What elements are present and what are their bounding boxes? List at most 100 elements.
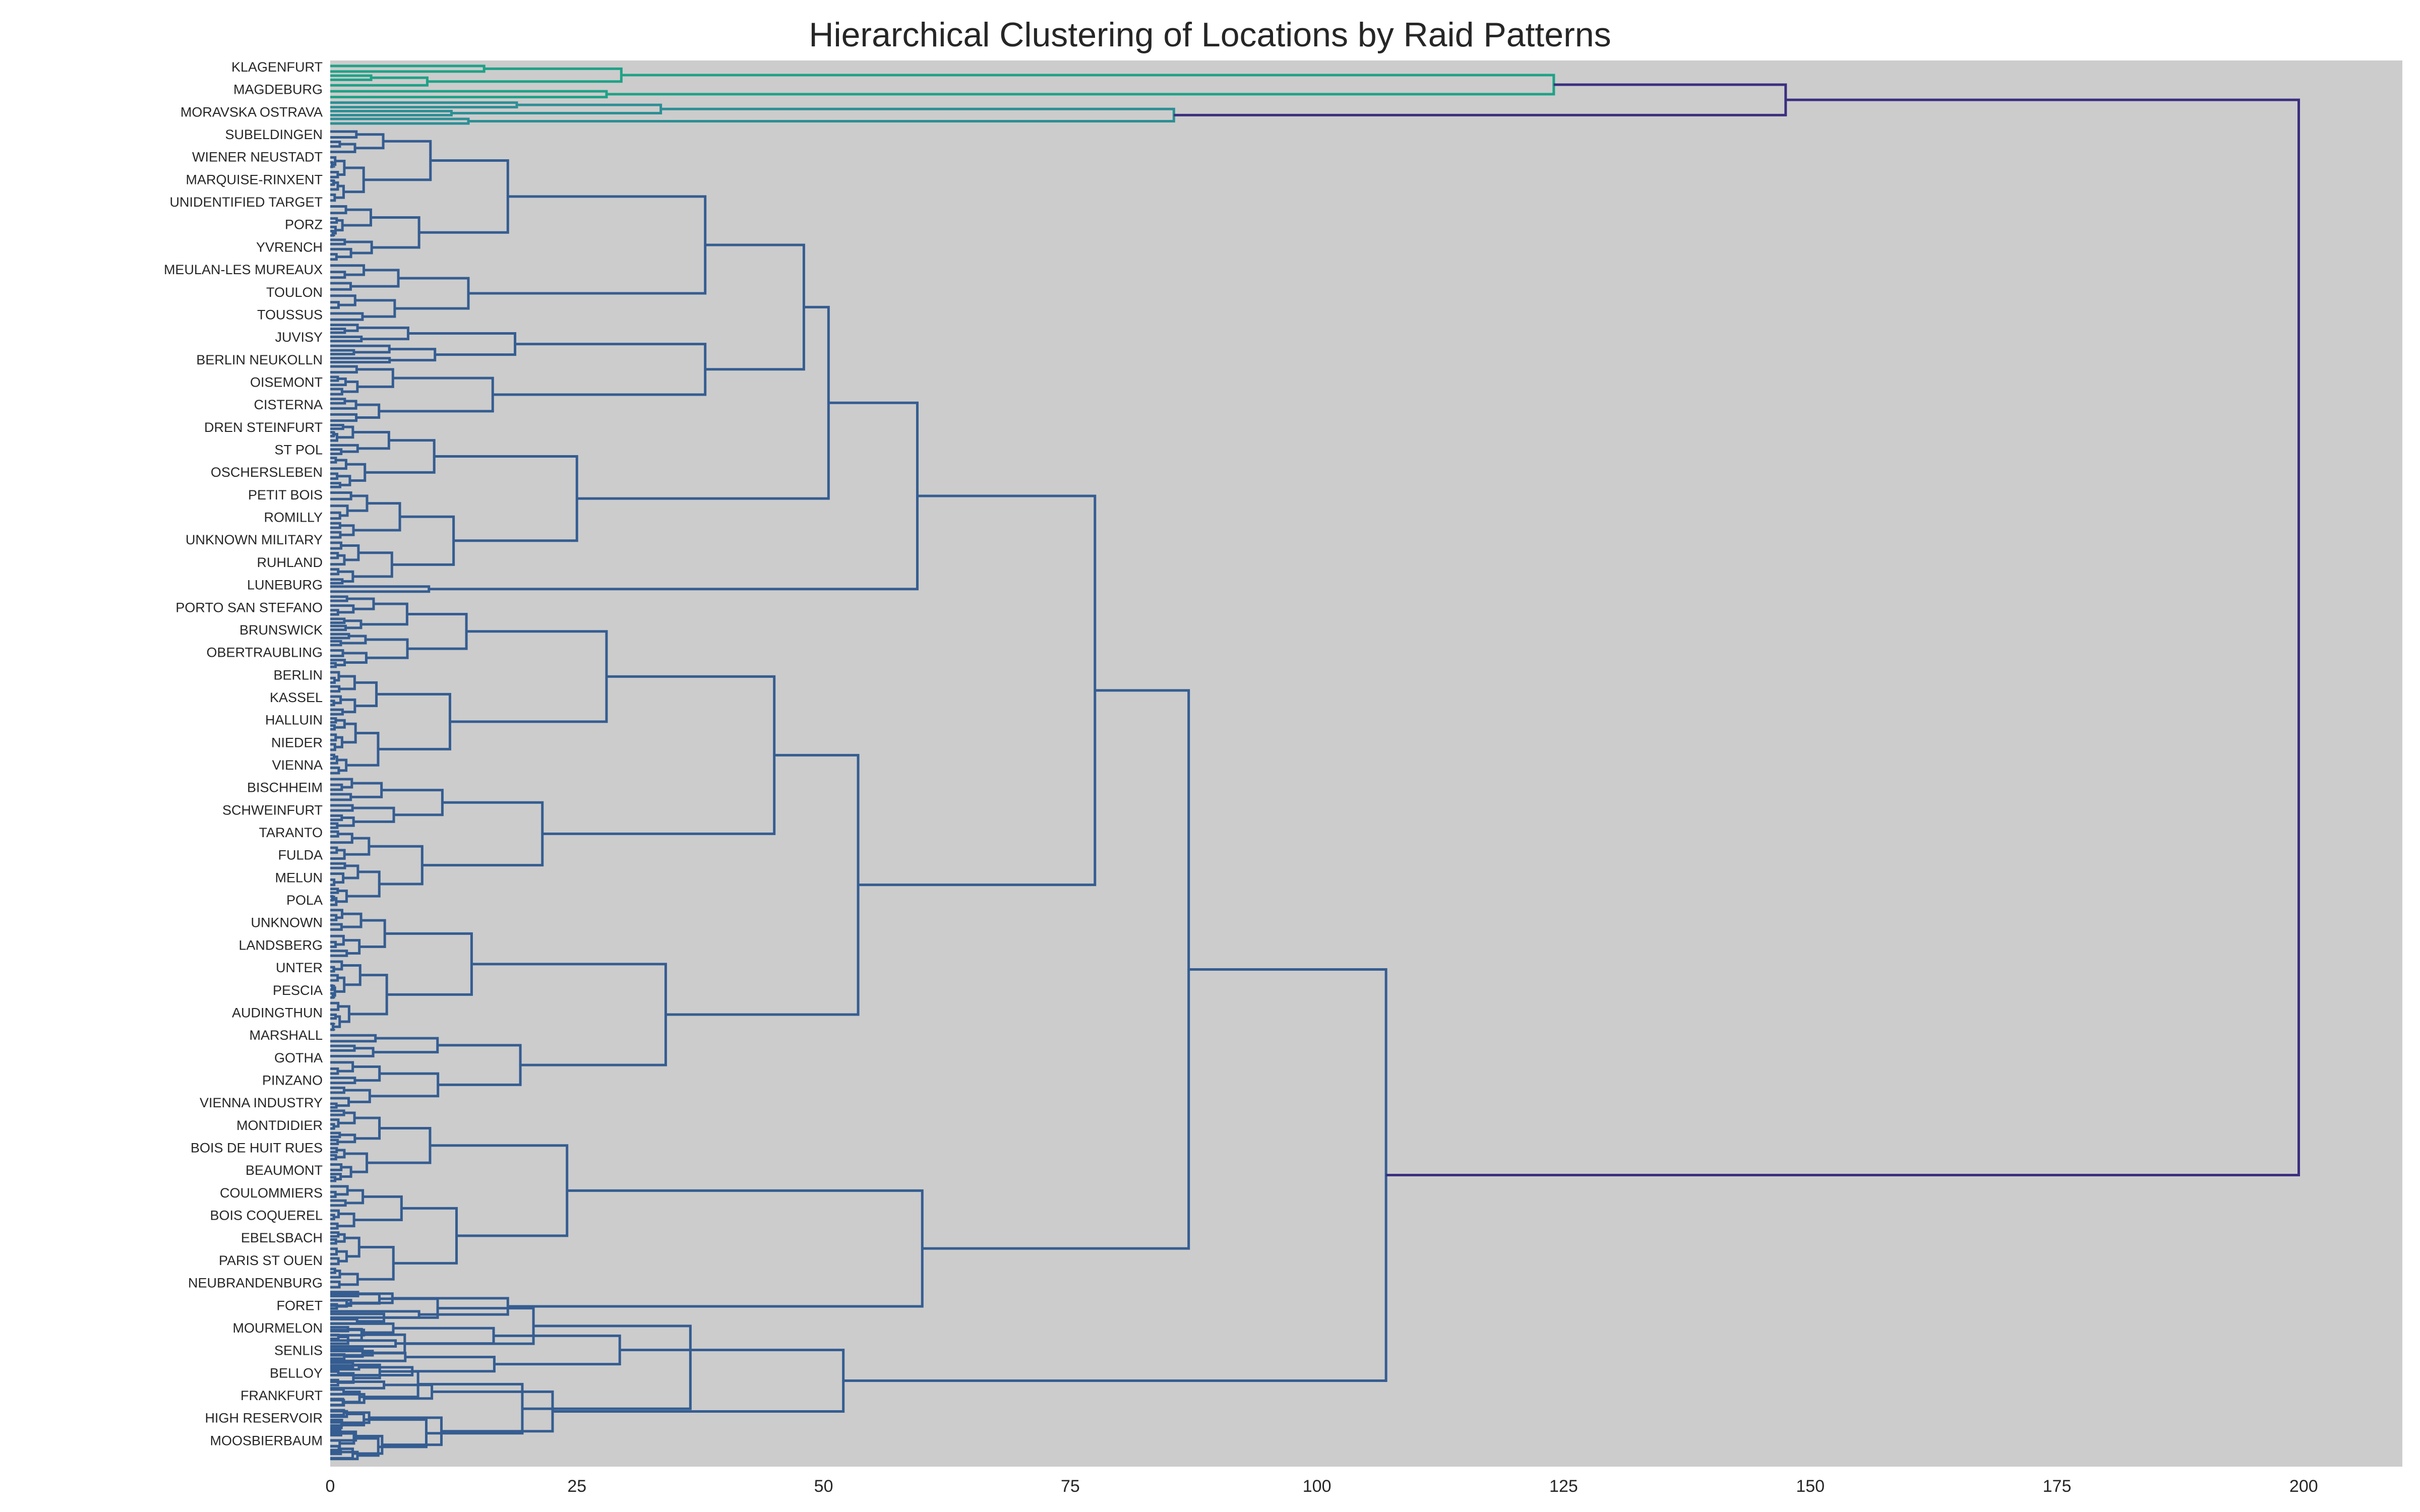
dendrogram-link [330, 413, 358, 422]
dendrogram-link [342, 381, 359, 393]
dendrogram-link [330, 312, 364, 321]
dendrogram-link [408, 332, 517, 356]
dendrogram-link [330, 1430, 357, 1442]
dendrogram-link [330, 1109, 345, 1116]
dendrogram-link [330, 793, 352, 801]
dendrogram-link [343, 166, 365, 194]
leaf-label: MOURMELON [232, 1320, 323, 1336]
leaf-label: BERLIN NEUKOLLN [196, 352, 323, 367]
leaf-label: OSCHERSLEBEN [211, 465, 323, 480]
leaf-label: JUVISY [275, 330, 323, 345]
dendrogram-link [330, 1322, 395, 1334]
dendrogram-link [344, 1236, 360, 1258]
dendrogram-link [330, 1061, 354, 1073]
dendrogram-link [359, 919, 386, 949]
dendrogram-link [330, 1077, 356, 1085]
leaf-label: PORZ [285, 217, 323, 232]
dendrogram-link [338, 570, 354, 583]
leaf-label: BOIS DE HUIT RUES [191, 1141, 323, 1156]
leaf-label: MAGDEBURG [233, 82, 323, 97]
leaf-label: TARANTO [259, 825, 323, 840]
leaf-label: VIENNA INDUSTRY [200, 1095, 323, 1110]
dendrogram-link [522, 1325, 692, 1410]
dendrogram-link [393, 1207, 458, 1265]
leaf-label: UNKNOWN [251, 915, 323, 930]
leaf-label: BISCHHEIM [247, 780, 323, 795]
dendrogram-link [352, 430, 390, 450]
chart-title: Hierarchical Clustering of Locations by … [809, 16, 1611, 54]
leaf-label: FULDA [278, 848, 323, 863]
leaf-label: POLA [286, 893, 323, 908]
leaf-label: FRANKFURT [240, 1388, 323, 1403]
dendrogram-link [330, 444, 359, 453]
leaf-label: WIENER NEUSTADT [192, 150, 323, 165]
leaf-label: TOUSSUS [257, 307, 323, 322]
dendrogram-link [330, 659, 346, 666]
dendrogram-link [330, 109, 453, 116]
dendrogram-link [340, 635, 367, 645]
dendrogram-link [330, 960, 343, 971]
dendrogram-link [330, 1044, 356, 1052]
dendrogram-link [339, 1432, 355, 1445]
leaf-label: GOTHA [274, 1050, 323, 1065]
leaf-label: MARQUISE-RINXENT [186, 172, 323, 187]
dendrogram-link [330, 1366, 414, 1376]
dendrogram-link [922, 689, 1190, 1250]
leaf-stubs [330, 65, 351, 1460]
dendrogram-link [330, 617, 346, 624]
leaf-label: TOULON [266, 285, 323, 300]
leaf-label: MOOSBIERBAUM [210, 1433, 323, 1448]
dendrogram-link [341, 1413, 366, 1427]
leaf-labels: KLAGENFURT MAGDEBURG MORAVSKA OSTRAVA SUBEL… [164, 59, 323, 1448]
leaf-label: VIENNA [272, 758, 323, 773]
leaf-label: NIEDER [271, 735, 323, 750]
x-axis: 0 25 50 75 100 125 150 175 200 [326, 1477, 2318, 1496]
dendrogram-links [330, 65, 2300, 1461]
x-tick-label: 150 [1796, 1477, 1825, 1496]
dendrogram-link [381, 789, 444, 816]
dendrogram-link [339, 1273, 359, 1286]
dendrogram-link [336, 890, 348, 903]
dendrogram-link [330, 365, 358, 374]
plot-area [330, 60, 2402, 1467]
dendrogram-link [334, 719, 346, 729]
leaf-label: KLAGENFURT [231, 59, 323, 75]
dendrogram-link [330, 950, 348, 957]
dendrogram-link [330, 1352, 407, 1362]
leaf-label: MELUN [275, 870, 323, 885]
dendrogram-link [330, 398, 346, 405]
dendrogram-link [357, 326, 409, 341]
dendrogram-link [357, 1246, 395, 1281]
dendrogram-link [364, 1418, 428, 1448]
dendrogram-link [347, 597, 375, 610]
dendrogram-link [330, 271, 346, 279]
x-tick-label: 100 [1303, 1477, 1332, 1496]
dendrogram-link [367, 1126, 432, 1164]
dendrogram-link [666, 753, 860, 1016]
dendrogram-link [430, 1144, 569, 1237]
leaf-label: UNTER [276, 960, 323, 975]
leaf-label: PETIT BOIS [248, 487, 323, 502]
leaf-label: CISTERNA [254, 397, 323, 412]
x-tick-label: 175 [2043, 1477, 2072, 1496]
dendrogram-link [330, 624, 347, 632]
dendrogram-link [379, 376, 494, 413]
dendrogram-link [342, 208, 373, 227]
leaf-label: LANDSBERG [238, 937, 323, 953]
x-tick-label: 75 [1061, 1477, 1080, 1496]
dendrogram-link [330, 1199, 347, 1207]
leaf-label: PINZANO [262, 1073, 323, 1088]
dendrogram-link [345, 1189, 365, 1205]
dendrogram-link [330, 585, 431, 593]
leaf-label: SENLIS [274, 1343, 323, 1358]
x-tick-label: 200 [2289, 1477, 2318, 1496]
leaf-label: COULOMMIERS [220, 1185, 323, 1201]
leaf-label: DREN STEINFURT [204, 420, 323, 435]
x-tick-label: 125 [1549, 1477, 1578, 1496]
leaf-label: HIGH RESERVOIR [205, 1411, 323, 1426]
dendrogram-link [843, 968, 1387, 1382]
leaf-label: MARSHALL [249, 1028, 323, 1043]
leaf-label: BELLOY [270, 1365, 323, 1380]
dendrogram-link [330, 324, 359, 332]
dendrogram-link [335, 159, 346, 176]
